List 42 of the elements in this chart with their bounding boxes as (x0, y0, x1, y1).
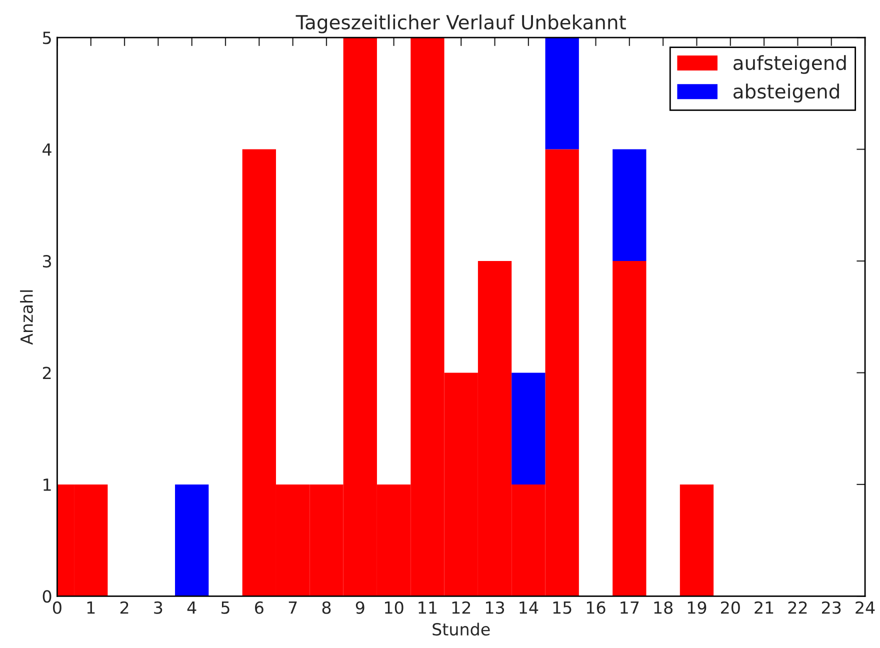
x-tick-label: 5 (221, 602, 230, 614)
x-tick-label: 24 (856, 601, 875, 614)
bar (175, 484, 209, 596)
y-tick-label: 0 (42, 590, 52, 603)
y-tick-label: 2 (42, 366, 51, 380)
bar (545, 38, 579, 150)
x-axis-title: Stunde (432, 622, 490, 636)
x-tick-label: 9 (356, 601, 364, 614)
y-axis-title: Anzahl (20, 290, 33, 345)
x-tick-label: 20 (721, 601, 740, 614)
y-tick-label: 4 (42, 143, 52, 156)
x-tick-label: 8 (322, 601, 331, 614)
x-tick-label: 1 (87, 602, 95, 614)
y-tick-label: 5 (43, 32, 51, 44)
x-tick-label: 6 (255, 601, 264, 614)
x-tick-label: 3 (154, 601, 162, 614)
x-tick-label: 10 (385, 601, 404, 614)
x-tick-label: 0 (52, 601, 62, 614)
x-tick-label: 19 (688, 601, 706, 614)
x-tick-label: 14 (520, 602, 538, 614)
x-tick-label: 15 (553, 602, 572, 614)
bar (680, 484, 714, 596)
x-tick-label: 22 (788, 601, 807, 614)
x-tick-label: 4 (187, 602, 196, 614)
legend-label: aufsteigend (734, 55, 846, 74)
y-tick-label: 1 (44, 478, 51, 491)
x-tick-label: 2 (120, 601, 128, 614)
bar (612, 261, 646, 596)
bar (612, 149, 646, 262)
x-tick-label: 13 (486, 601, 504, 614)
x-tick-label: 17 (620, 602, 639, 614)
x-tick-label: 12 (452, 601, 470, 614)
x-tick-label: 21 (754, 601, 774, 614)
x-tick-label: 16 (586, 601, 606, 614)
y-tick-label: 3 (43, 254, 52, 268)
x-tick-label: 18 (654, 601, 673, 614)
x-tick-label: 23 (822, 601, 841, 614)
chart-title: Tageszeitlicher Verlauf Unbekannt (296, 14, 626, 34)
x-tick-label: 7 (288, 602, 297, 614)
bar (512, 372, 546, 484)
legend-label: absteigend (734, 84, 839, 102)
x-tick-label: 11 (418, 602, 437, 614)
